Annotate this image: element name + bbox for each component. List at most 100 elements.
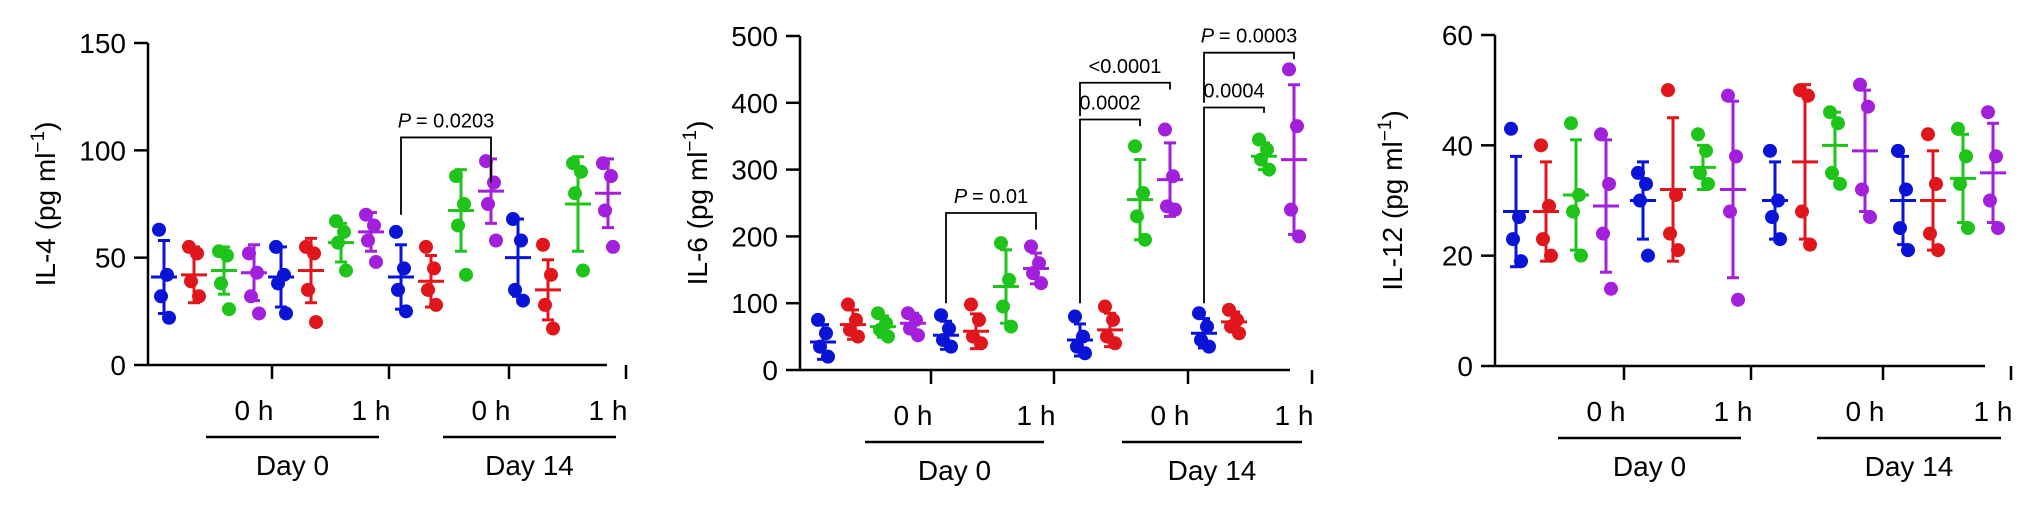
data-point — [1855, 182, 1869, 197]
data-point — [1564, 116, 1578, 131]
y-tick-label: 0 — [1457, 351, 1473, 382]
day-label: Day 14 — [1168, 455, 1257, 486]
series-red-group-4 — [1920, 127, 1946, 258]
data-point — [479, 154, 493, 169]
data-point — [1168, 202, 1182, 217]
data-point — [1639, 176, 1653, 191]
series-blue-group-2 — [268, 239, 294, 321]
data-point — [1202, 339, 1216, 354]
series-purple-group-3 — [478, 154, 504, 248]
data-point — [1631, 165, 1645, 180]
data-point — [1729, 149, 1743, 164]
data-point — [514, 233, 528, 248]
data-point — [1991, 221, 2005, 236]
data-point — [1899, 182, 1913, 197]
data-point — [1803, 237, 1817, 252]
data-point — [1536, 232, 1550, 247]
data-point — [604, 169, 618, 184]
y-axis-label: IL-6 (pg ml−1) — [680, 121, 713, 286]
data-point — [1136, 185, 1150, 200]
series-green-group-2 — [993, 236, 1019, 334]
series-green-group-4 — [1251, 132, 1277, 177]
x-tick-label: 1 h — [589, 395, 628, 426]
data-point — [811, 312, 825, 327]
data-point — [1512, 210, 1526, 225]
y-axis-label: IL-4 (pg ml−1) — [28, 122, 61, 287]
series-red-group-4 — [535, 237, 561, 336]
data-point — [1130, 209, 1144, 224]
data-point — [841, 297, 855, 312]
chart-panel-1: 0 50 100 150 IL-4 (pg ml−1) 0 h 1 h 0 h 1 h Day 0… — [28, 28, 627, 481]
data-point — [192, 289, 206, 304]
data-point — [449, 169, 463, 184]
p-value-label: P = 0.0003 — [1201, 26, 1298, 48]
data-point — [1931, 243, 1945, 258]
data-point — [1661, 83, 1675, 98]
y-tick-label: 200 — [731, 221, 778, 252]
bracket-line — [1203, 106, 1265, 304]
data-point — [1669, 187, 1683, 202]
data-point — [1566, 204, 1580, 219]
series-blue-group-2 — [933, 308, 959, 354]
data-point — [813, 339, 827, 354]
data-point — [1108, 336, 1122, 351]
significance-bracket: 0.0004 — [1203, 80, 1265, 304]
data-point — [1773, 232, 1787, 247]
data-point — [536, 237, 550, 252]
data-point — [1863, 210, 1877, 225]
data-point — [337, 224, 351, 239]
series-blue-group-2 — [1630, 160, 1656, 263]
data-point — [1763, 143, 1777, 158]
significance-bracket: <0.0001 — [1079, 56, 1171, 117]
data-point — [269, 239, 283, 254]
series-purple-group-4 — [595, 156, 621, 254]
data-point — [1921, 127, 1935, 142]
data-point — [1765, 210, 1779, 225]
data-point — [1641, 248, 1655, 263]
bracket-line — [945, 212, 1037, 304]
data-point — [1282, 62, 1296, 77]
data-point — [821, 349, 835, 364]
series-green-group-1 — [870, 306, 896, 344]
data-point — [1192, 306, 1206, 321]
data-point — [1693, 165, 1707, 180]
data-point — [369, 254, 383, 269]
data-point — [190, 246, 204, 261]
data-point — [1572, 187, 1586, 202]
series-purple-group-2 — [358, 207, 384, 269]
data-point — [516, 293, 530, 308]
data-point — [1004, 319, 1018, 334]
series-purple-group-4 — [1980, 105, 2006, 236]
p-value-label: <0.0001 — [1089, 56, 1162, 78]
series-red-group-2 — [1660, 83, 1686, 263]
data-point — [1024, 239, 1038, 254]
data-point — [1691, 127, 1705, 142]
data-point — [1596, 226, 1610, 241]
y-tick-label: 500 — [731, 21, 778, 52]
data-point — [481, 197, 495, 211]
x-tick-label: 0 h — [1587, 396, 1626, 427]
x-tick-label: 0 h — [1846, 396, 1885, 427]
data-point — [1098, 299, 1112, 314]
series-purple-group-2 — [1720, 88, 1746, 307]
data-point — [1200, 319, 1214, 334]
data-point — [244, 289, 258, 304]
series-red-group-2 — [298, 236, 324, 330]
data-point — [489, 233, 503, 248]
series-red-group-3 — [418, 239, 444, 312]
data-point — [598, 203, 612, 218]
x-tick-label: 0 h — [472, 395, 511, 426]
data-point — [1166, 169, 1180, 184]
data-point — [851, 329, 865, 344]
series-green-group-2 — [328, 214, 354, 278]
data-point — [1262, 162, 1276, 177]
data-point — [944, 339, 958, 354]
x-tick-label: 1 h — [1974, 396, 2013, 427]
y-tick-label: 150 — [79, 28, 126, 59]
series-purple-group-1 — [1593, 127, 1619, 296]
data-point — [451, 218, 465, 233]
data-point — [427, 261, 441, 276]
data-point — [606, 239, 620, 254]
data-point — [1534, 138, 1548, 153]
